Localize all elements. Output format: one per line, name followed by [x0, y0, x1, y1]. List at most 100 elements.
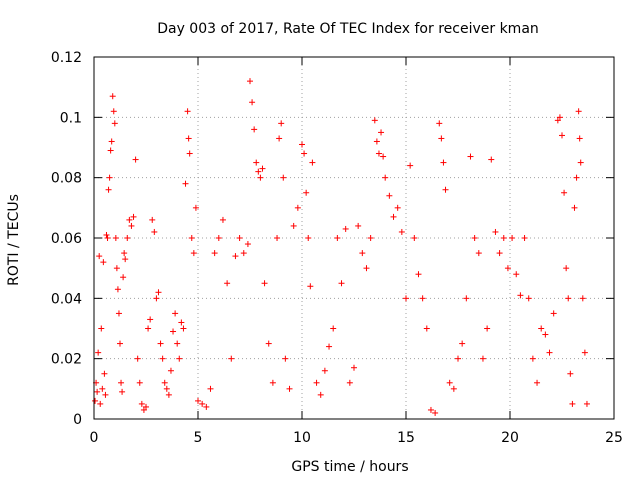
data-point — [113, 265, 120, 272]
data-point — [111, 120, 118, 127]
data-point — [136, 379, 143, 386]
data-point — [224, 280, 231, 287]
data-point — [121, 250, 128, 257]
x-tick-label: 15 — [397, 430, 415, 446]
data-point — [95, 349, 102, 356]
data-point — [178, 319, 185, 326]
x-tick-label: 25 — [605, 430, 623, 446]
data-point — [504, 265, 511, 272]
data-point — [351, 364, 357, 371]
x-tick-label: 5 — [194, 430, 203, 446]
data-point — [249, 99, 256, 106]
data-point — [305, 235, 312, 241]
data-point — [134, 355, 141, 362]
data-point — [163, 385, 170, 392]
data-point — [463, 295, 470, 302]
x-tick-label: 10 — [293, 430, 311, 446]
data-point — [99, 385, 106, 392]
data-point — [375, 150, 382, 157]
data-point — [96, 253, 103, 260]
data-point — [167, 367, 174, 374]
data-point — [215, 235, 222, 241]
data-point — [563, 265, 570, 272]
data-point — [188, 235, 195, 241]
data-point — [102, 391, 109, 398]
data-point — [286, 385, 293, 392]
data-point — [403, 295, 409, 302]
data-point — [269, 379, 276, 386]
data-point — [436, 120, 443, 127]
data-point — [290, 222, 297, 229]
data-point — [496, 250, 503, 257]
data-point — [442, 186, 449, 193]
data-point — [575, 108, 582, 115]
data-point — [211, 250, 218, 257]
data-point — [140, 406, 147, 413]
data-point — [126, 216, 133, 223]
data-point — [257, 174, 264, 181]
data-point — [517, 292, 524, 299]
data-point — [438, 135, 445, 142]
data-point — [228, 355, 235, 362]
data-point — [165, 391, 172, 398]
data-point — [100, 259, 107, 266]
data-point — [307, 283, 314, 290]
data-point — [186, 150, 193, 157]
data-point — [236, 235, 243, 241]
y-tick-label: 0.08 — [51, 171, 82, 187]
data-point — [185, 135, 192, 142]
data-point — [326, 343, 333, 350]
data-point — [299, 141, 305, 148]
data-point — [525, 295, 532, 302]
x-axis-label: GPS time / hours — [291, 459, 408, 475]
data-point — [583, 400, 590, 407]
data-point — [529, 355, 536, 362]
axis-ticks — [93, 56, 615, 420]
data-point — [132, 156, 139, 163]
data-point — [423, 325, 430, 332]
data-point — [199, 400, 206, 407]
data-point — [321, 367, 328, 374]
data-point — [107, 147, 114, 154]
x-tick-label: 20 — [501, 430, 519, 446]
data-point — [170, 328, 177, 335]
data-point — [398, 228, 405, 235]
data-point — [278, 120, 285, 127]
data-point — [359, 250, 366, 257]
data-point — [394, 204, 401, 211]
data-point — [346, 379, 353, 386]
y-tick-label: 0.12 — [51, 50, 82, 66]
data-point — [120, 274, 127, 281]
data-point — [550, 310, 557, 317]
y-tick-label: 0.04 — [51, 291, 82, 307]
data-point — [317, 391, 324, 398]
data-point — [411, 235, 418, 241]
data-point — [538, 325, 545, 332]
data-point — [534, 379, 541, 386]
data-point — [240, 250, 247, 257]
data-point — [109, 93, 116, 100]
data-point — [115, 310, 122, 317]
data-point — [415, 271, 422, 278]
data-point — [145, 325, 152, 332]
data-point — [479, 355, 486, 362]
y-tick-label: 0 — [73, 412, 82, 428]
data-point — [138, 400, 145, 407]
data-point — [149, 216, 156, 223]
data-point — [195, 397, 201, 404]
data-point — [97, 400, 104, 407]
data-point — [251, 126, 258, 133]
plot-area — [92, 56, 615, 420]
data-point — [261, 280, 268, 287]
data-point — [467, 153, 474, 160]
y-tick-label: 0.02 — [51, 352, 82, 368]
data-point — [172, 310, 179, 317]
data-point — [576, 135, 583, 142]
grid-lines — [94, 57, 614, 419]
data-point — [459, 340, 466, 347]
data-point — [147, 316, 154, 323]
data-point — [108, 138, 115, 145]
data-point — [313, 379, 320, 386]
data-point — [207, 385, 214, 392]
data-point — [180, 325, 187, 332]
